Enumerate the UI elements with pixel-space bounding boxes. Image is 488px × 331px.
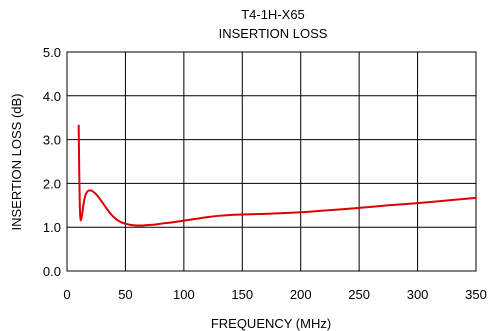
x-tick-label-0: 0 — [63, 287, 70, 302]
chart-title: T4-1H-X65 — [241, 7, 305, 22]
chart-subtitle: INSERTION LOSS — [219, 26, 328, 41]
x-axis-label: FREQUENCY (MHz) — [211, 316, 331, 331]
y-tick-label-3: 3.0 — [43, 133, 61, 148]
y-tick-label-4: 4.0 — [43, 89, 61, 104]
x-tick-label-1: 50 — [118, 287, 132, 302]
y-tick-label-2: 2.0 — [43, 176, 61, 191]
x-tick-label-2: 100 — [173, 287, 195, 302]
y-tick-label-5: 5.0 — [43, 45, 61, 60]
x-tick-label-4: 200 — [290, 287, 312, 302]
grid — [67, 52, 476, 271]
y-axis-label: INSERTION LOSS (dB) — [9, 93, 24, 230]
plot-frame — [66, 51, 477, 272]
y-tick-label-1: 1.0 — [43, 220, 61, 235]
x-tick-labels: 0 50 100 150 200 250 300 350 — [63, 287, 486, 302]
x-tick-label-6: 300 — [407, 287, 429, 302]
series-line-0 — [77, 124, 477, 227]
y-tick-labels: 0.0 1.0 2.0 3.0 4.0 5.0 — [43, 45, 61, 279]
x-tick-label-3: 150 — [231, 287, 253, 302]
y-tick-label-0: 0.0 — [43, 264, 61, 279]
x-tick-label-5: 250 — [348, 287, 370, 302]
x-tick-label-7: 350 — [465, 287, 487, 302]
series-group — [77, 124, 477, 227]
